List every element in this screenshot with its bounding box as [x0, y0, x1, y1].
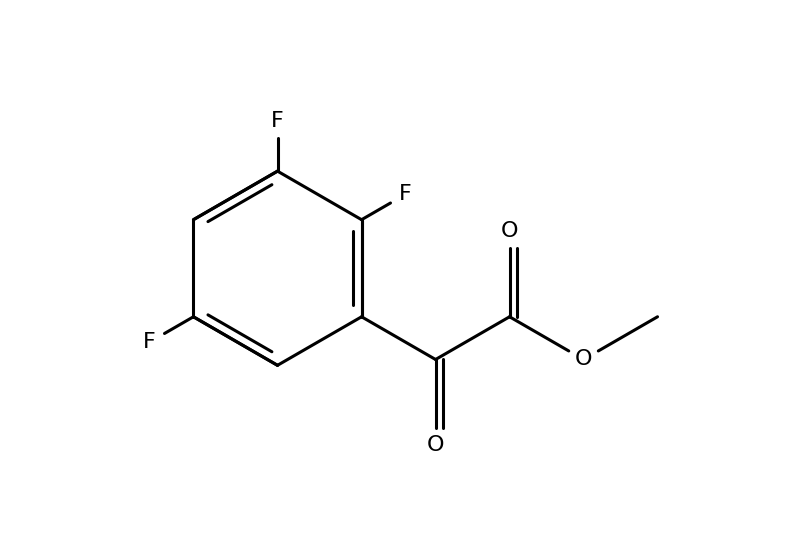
Text: F: F — [143, 332, 156, 352]
Text: O: O — [574, 349, 593, 369]
Text: O: O — [427, 435, 444, 455]
Text: F: F — [399, 184, 411, 204]
Text: O: O — [501, 221, 519, 241]
Text: F: F — [271, 110, 284, 131]
